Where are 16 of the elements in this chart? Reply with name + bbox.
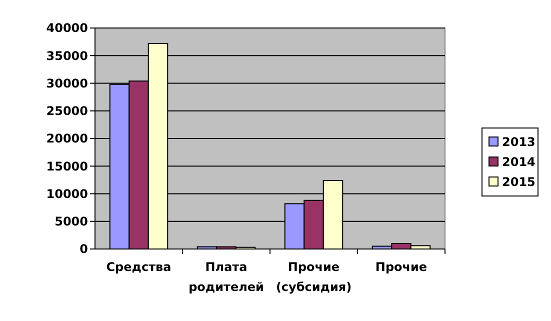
y-tick-label: 20000 xyxy=(46,132,88,146)
y-tick-label: 30000 xyxy=(46,76,88,90)
y-tick-label: 25000 xyxy=(46,104,88,118)
x-tick-label: Средства xyxy=(106,260,172,274)
legend-label: 2013 xyxy=(502,135,536,150)
x-tick-label: Плата родителей xyxy=(188,260,264,294)
y-tick-label: 15000 xyxy=(46,159,88,174)
x-tick-label: Прочие (субсидия) xyxy=(276,260,352,294)
x-tick-label: Прочие xyxy=(375,260,428,274)
y-tick-label: 35000 xyxy=(46,48,88,63)
y-tick-label: 0 xyxy=(80,242,88,256)
y-tick-label: 10000 xyxy=(46,186,88,201)
y-tick-label: 5000 xyxy=(54,214,88,229)
legend-label: 2015 xyxy=(502,175,536,190)
legend-label: 2014 xyxy=(502,155,536,170)
y-tick-label: 40000 xyxy=(46,21,88,36)
